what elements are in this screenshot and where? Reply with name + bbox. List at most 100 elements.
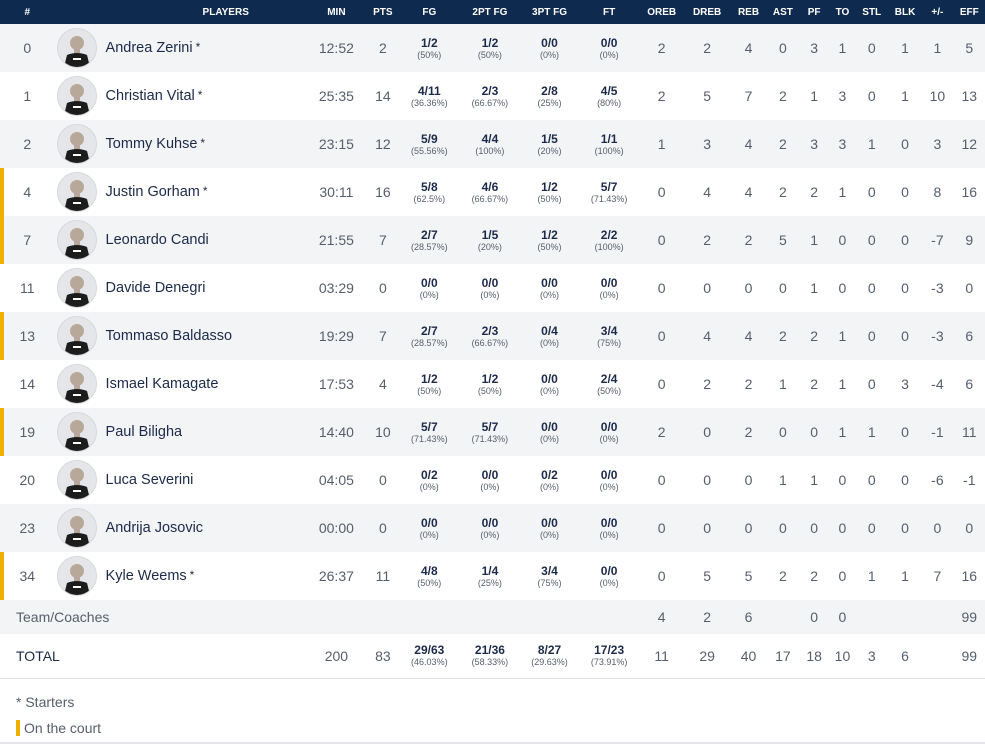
total-2pt-fg: 21/36 (58.33%): [461, 634, 520, 678]
player-ft-pct: (0%): [599, 577, 619, 588]
player-3pt-fg-pct: (75%): [537, 577, 562, 588]
player-row[interactable]: 7 Leonardo Candi 21:55 7 2/7 (28.57%) 1/5 (20%)…: [0, 216, 985, 264]
player-oreb: 0: [657, 568, 666, 584]
player-cell[interactable]: Andrija Josovic: [55, 504, 306, 552]
player-fg-made: 5/7: [420, 419, 438, 434]
player-row[interactable]: 23 Andrija Josovic 00:00 0 0/0 (0%) 0/0 (0%) 0/0…: [0, 504, 985, 552]
player-3pt-fg: 1/5 (20%): [519, 120, 580, 168]
header-fg[interactable]: FG: [422, 6, 437, 18]
player-dreb: 0: [703, 472, 711, 488]
header-to[interactable]: TO: [835, 6, 850, 18]
player-3pt-fg: 0/0 (0%): [519, 504, 580, 552]
player-name-link[interactable]: Tommy Kuhse *: [106, 136, 206, 152]
player-name-link[interactable]: Ismael Kamagate: [106, 376, 222, 392]
player-name-link[interactable]: Tommaso Baldasso: [106, 328, 236, 344]
header-dreb[interactable]: DREB: [692, 6, 722, 18]
header-pts[interactable]: PTS: [373, 6, 393, 18]
header-eff[interactable]: EFF: [959, 6, 979, 18]
player-2pt-fg-pct: (50%): [477, 49, 502, 60]
player-row[interactable]: 19 Paul Biligha 14:40 10 5/7 (71.43%) 5/7 (71.4…: [0, 408, 985, 456]
player-cell[interactable]: Tommaso Baldasso: [55, 312, 306, 360]
player-cell[interactable]: Ismael Kamagate: [55, 360, 306, 408]
player-blk: 0: [901, 136, 909, 152]
player-ft-made: 0/0: [600, 275, 618, 290]
player-fg-made: 0/2: [420, 467, 438, 482]
player-avatar: [56, 556, 97, 596]
header-pf[interactable]: PF: [807, 6, 821, 18]
player-3pt-fg-made: 0/0: [541, 419, 558, 434]
player-cell[interactable]: Andrea Zerini *: [55, 24, 306, 72]
player-ft: 0/0 (0%): [580, 408, 639, 456]
player-row[interactable]: 2 Tommy Kuhse * 23:15 12 5/9 (55.56%) 4/4 (100%)…: [0, 120, 985, 168]
player-row[interactable]: 20 Luca Severini 04:05 0 0/2 (0%) 0/0 (0%) 0/2 (0…: [0, 456, 985, 504]
total-oreb: 11: [654, 647, 669, 664]
player-row[interactable]: 13 Tommaso Baldasso 19:29 7 2/7 (28.57%) 2/3 (6…: [0, 312, 985, 360]
player-2pt-fg-pct: (66.67%): [471, 97, 509, 108]
starter-marker: *: [197, 88, 203, 102]
player-ft-pct: (0%): [599, 529, 619, 540]
player-cell[interactable]: Justin Gorham *: [55, 168, 306, 216]
player-cell[interactable]: Leonardo Candi: [55, 216, 306, 264]
player-fg: 1/2 (50%): [398, 24, 461, 72]
total-ast: 17: [775, 647, 791, 664]
header-ast[interactable]: AST: [772, 6, 793, 18]
player-name-link[interactable]: Andrea Zerini *: [106, 40, 201, 56]
header-2pt-fg[interactable]: 2PT FG: [472, 6, 508, 18]
player-row[interactable]: 11 Davide Denegri 03:29 0 0/0 (0%) 0/0 (0%) 0/0(…: [0, 264, 985, 312]
player-row[interactable]: 34 Kyle Weems * 26:37 11 4/8 (50%) 1/4 (25%) 3/4(…: [0, 552, 985, 600]
player-name-link[interactable]: Christian Vital *: [106, 88, 203, 104]
player-row[interactable]: 4 Justin Gorham * 30:11 16 5/8 (62.5%) 4/6 (66.6…: [0, 168, 985, 216]
player-3pt-fg-made: 2/8: [541, 83, 558, 98]
player-fg: 0/0 (0%): [398, 504, 461, 552]
player-pf: 2: [810, 184, 819, 200]
player-number: 34: [0, 552, 55, 600]
header-reb[interactable]: REB: [737, 6, 760, 18]
total-3pt-pct: (29.63%): [531, 657, 568, 668]
player-reb: 0: [744, 520, 753, 536]
header-min[interactable]: MIN: [327, 6, 346, 18]
player-dreb: 2: [703, 232, 711, 248]
header-ft[interactable]: FT: [603, 6, 616, 18]
player-name-link[interactable]: Paul Biligha: [106, 424, 186, 440]
player-dreb: 4: [703, 184, 711, 200]
player-min: 03:29: [318, 280, 354, 296]
player-blk: 0: [901, 328, 909, 344]
player-name-link[interactable]: Justin Gorham *: [106, 184, 208, 200]
player-cell[interactable]: Luca Severini: [55, 456, 306, 504]
player-name-link[interactable]: Luca Severini: [106, 472, 197, 488]
player-name-link[interactable]: Davide Denegri: [106, 280, 209, 296]
player-avatar: [56, 316, 97, 356]
player-number: 11: [20, 280, 35, 296]
player-dreb: 2: [703, 376, 711, 392]
player-ft-pct: (75%): [597, 337, 622, 348]
player-ast: 2: [778, 568, 787, 584]
player-cell[interactable]: Davide Denegri: [55, 264, 306, 312]
total-dreb: 29: [699, 647, 715, 664]
player-stl: 1: [867, 568, 876, 584]
player-cell[interactable]: Kyle Weems *: [55, 552, 306, 600]
player-fg: 0/0 (0%): [398, 264, 461, 312]
header-stl[interactable]: STL: [862, 6, 882, 18]
player-cell[interactable]: Christian Vital *: [55, 72, 306, 120]
team-ast: [768, 600, 798, 634]
player-name-link[interactable]: Leonardo Candi: [106, 232, 212, 248]
header-3pt-fg[interactable]: 3PT FG: [532, 6, 568, 18]
player-plus-minus: 3: [933, 136, 942, 152]
player-3pt-fg: 0/0 (0%): [519, 24, 580, 72]
player-ft: 0/0 (0%): [580, 552, 639, 600]
player-name: Tommaso Baldasso: [105, 328, 233, 344]
player-row[interactable]: 0 Andrea Zerini * 12:52 2 1/2 (50%) 1/2 (50%) 0/0…: [0, 24, 985, 72]
player-row[interactable]: 14 Ismael Kamagate 17:53 4 1/2 (50%) 1/2 (50%) 0…: [0, 360, 985, 408]
player-name-link[interactable]: Kyle Weems *: [106, 568, 195, 584]
player-name-link[interactable]: Andrija Josovic: [106, 520, 207, 536]
team-to: 0: [838, 609, 847, 625]
header-players[interactable]: PLAYERS: [202, 6, 249, 18]
header-number[interactable]: #: [24, 6, 31, 18]
header-plus-minus[interactable]: +/-: [931, 6, 944, 18]
player-row[interactable]: 1 Christian Vital * 25:35 14 4/11 (36.36%) 2/3(…: [0, 72, 985, 120]
header-blk[interactable]: BLK: [894, 6, 916, 18]
player-cell[interactable]: Tommy Kuhse *: [55, 120, 306, 168]
player-cell[interactable]: Paul Biligha: [55, 408, 306, 456]
player-number: 4: [0, 168, 55, 216]
header-oreb[interactable]: OREB: [647, 6, 677, 18]
